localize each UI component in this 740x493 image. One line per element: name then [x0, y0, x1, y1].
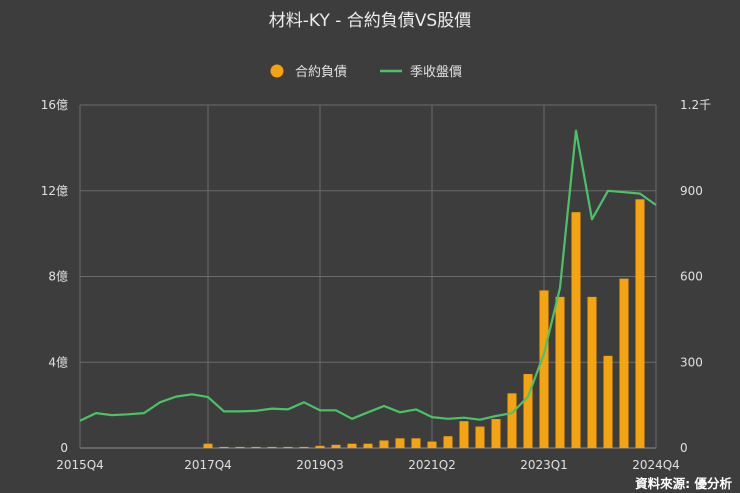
y-right-tick-label: 600 — [680, 270, 703, 284]
legend-bar-label: 合約負債 — [295, 65, 347, 80]
bar-2020Q4 — [395, 438, 405, 448]
bar-2020Q2 — [363, 443, 373, 448]
bars — [203, 199, 645, 448]
bar-2023Q1 — [539, 290, 549, 448]
bar-2021Q2 — [427, 441, 437, 448]
bar-2021Q4 — [459, 421, 469, 448]
x-tick-label: 2023Q1 — [520, 458, 568, 472]
legend: 合約負債 季收盤價 — [270, 64, 462, 80]
y-right-tick-label: 900 — [680, 184, 703, 198]
bar-2024Q1 — [603, 355, 613, 448]
chart-title: 材料-KY - 合約負債VS股價 — [269, 11, 471, 31]
y-right-tick-label: 0 — [680, 441, 688, 455]
bar-2020Q3 — [379, 440, 389, 448]
grid — [79, 104, 657, 449]
bar-2019Q2 — [299, 446, 309, 448]
y-right-tick-label: 1.2千 — [680, 98, 711, 112]
price-line-layer — [79, 129, 657, 422]
x-axis: 2015Q4 2017Q4 2019Q3 2021Q2 2023Q1 2024Q4 — [56, 458, 680, 472]
y-right-axis: 0 300 600 900 1.2千 — [680, 98, 711, 455]
y-left-tick-label: 4億 — [48, 355, 68, 369]
x-tick-label: 2021Q2 — [408, 458, 456, 472]
bar-2019Q1 — [283, 446, 293, 448]
price-line — [79, 129, 657, 422]
x-tick-label: 2017Q4 — [184, 458, 232, 472]
y-left-tick-label: 0 — [60, 441, 68, 455]
y-left-tick-label: 8億 — [48, 270, 68, 284]
bar-2017Q4 — [203, 443, 213, 448]
legend-bar-swatch — [270, 64, 284, 78]
bar-2024Q2 — [619, 278, 629, 448]
y-left-tick-label: 12億 — [41, 184, 68, 198]
bar-2018Q3 — [251, 446, 261, 448]
bar-2018Q1 — [219, 446, 229, 448]
y-right-tick-label: 300 — [680, 355, 703, 369]
bar-2018Q2 — [235, 446, 245, 448]
y-left-tick-label: 16億 — [41, 98, 68, 112]
bar-2020Q1 — [347, 443, 357, 448]
bar-2024Q3 — [635, 199, 645, 448]
x-tick-label: 2015Q4 — [56, 458, 104, 472]
bar-2022Q1 — [475, 426, 485, 448]
bar-2023Q4 — [587, 296, 597, 448]
source-label: 資料來源: 優分析 — [635, 476, 732, 491]
bar-2019Q3 — [315, 445, 325, 448]
y-left-axis: 0 4億 8億 12億 16億 — [41, 98, 68, 455]
bar-2022Q2 — [491, 419, 501, 448]
bar-2019Q4 — [331, 444, 341, 448]
bar-2023Q3 — [571, 212, 581, 448]
x-tick-label: 2019Q3 — [296, 458, 344, 472]
bar-2018Q4 — [267, 446, 277, 448]
bar-2021Q1 — [411, 438, 421, 448]
x-tick-label: 2024Q4 — [632, 458, 680, 472]
bar-2022Q3 — [507, 393, 517, 448]
legend-line-label: 季收盤價 — [410, 65, 462, 80]
bar-2022Q4 — [523, 374, 533, 448]
bar-2023Q2 — [555, 296, 565, 448]
bar-2021Q3 — [443, 436, 453, 448]
